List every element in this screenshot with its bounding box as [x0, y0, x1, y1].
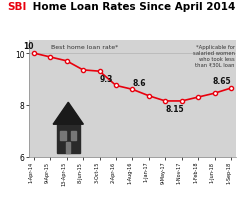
Bar	[56, 125, 80, 153]
Text: 8.15: 8.15	[165, 104, 183, 113]
Text: Best home loan rate*: Best home loan rate*	[51, 44, 118, 49]
Bar	[70, 132, 76, 141]
Bar	[60, 132, 66, 141]
Text: SBI: SBI	[8, 2, 27, 12]
Text: 10: 10	[23, 42, 34, 51]
Text: 8.65: 8.65	[212, 77, 230, 86]
Bar	[66, 142, 70, 153]
Text: 8.6: 8.6	[132, 78, 145, 87]
Text: 9.3: 9.3	[99, 74, 112, 83]
Polygon shape	[53, 103, 83, 125]
Text: *Applicable for
salaried women
who took less
than ₹30L loan: *Applicable for salaried women who took …	[192, 44, 234, 68]
Text: Home Loan Rates Since April 2014: Home Loan Rates Since April 2014	[29, 2, 234, 12]
